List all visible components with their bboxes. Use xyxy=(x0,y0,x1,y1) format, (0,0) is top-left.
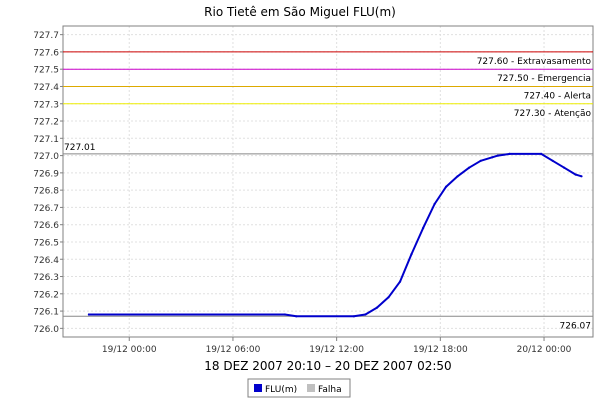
threshold-label: 727.60 - Extravasamento xyxy=(477,57,592,67)
y-tick-label: 726.6 xyxy=(33,221,59,231)
data-point xyxy=(375,306,379,309)
data-point xyxy=(387,296,390,299)
data-point xyxy=(491,156,494,159)
data-point xyxy=(445,185,448,188)
threshold-label: 727.30 - Atenção xyxy=(514,109,592,119)
data-point xyxy=(352,315,355,318)
x-tick-label: 19/12 18:00 xyxy=(413,345,468,355)
threshold-lines: 727.60 - Extravasamento 727.50 - Emergenc… xyxy=(63,51,593,119)
chart-title: Rio Tietê em São Miguel FLU(m) xyxy=(204,5,396,19)
y-tick-label: 727.0 xyxy=(33,152,59,162)
x-tick-label: 20/12 00:00 xyxy=(517,345,572,355)
legend-box xyxy=(247,378,351,398)
y-tick-label: 726.0 xyxy=(33,325,59,335)
reference-lines: 727.01 726.07 xyxy=(63,143,593,331)
x-tick-label: 19/12 06:00 xyxy=(206,345,261,355)
data-point xyxy=(433,202,436,206)
series-line xyxy=(88,152,582,318)
x-axis-ticks: 19/12 00:00 19/12 06:00 19/12 12:00 19/12 1… xyxy=(102,337,572,355)
y-tick-label: 726.4 xyxy=(33,256,59,266)
y-tick-label: 727.2 xyxy=(33,118,59,128)
data-point xyxy=(295,315,298,318)
legend-label: FLU(m) xyxy=(265,385,297,395)
threshold-label: 727.40 - Alerta xyxy=(524,91,591,101)
x-tick-label: 19/12 12:00 xyxy=(309,345,364,355)
reference-label: 727.01 xyxy=(64,143,96,153)
reference-label: 726.07 xyxy=(560,321,592,331)
legend-label: Falha xyxy=(318,385,342,395)
data-point xyxy=(563,166,566,169)
data-point xyxy=(540,152,543,155)
data-point xyxy=(422,227,425,230)
y-tick-label: 726.9 xyxy=(33,169,59,179)
series-layer xyxy=(87,152,583,318)
data-point xyxy=(479,159,482,162)
y-tick-label: 726.8 xyxy=(33,187,59,197)
data-point xyxy=(574,173,577,176)
threshold-label: 727.50 - Emergencia xyxy=(497,74,591,84)
legend: FLU(m) Falha xyxy=(247,378,351,398)
x-axis-label: 18 DEZ 2007 20:10 – 20 DEZ 2007 02:50 xyxy=(204,359,451,373)
data-point xyxy=(398,280,402,283)
y-tick-label: 726.1 xyxy=(33,308,59,318)
y-axis-ticks: 726.0 726.1 726.2 726.3 726.4 726.5 726.6 726.7… xyxy=(33,31,63,335)
y-tick-label: 727.4 xyxy=(33,83,59,93)
y-tick-label: 727.7 xyxy=(33,31,59,41)
y-tick-label: 727.3 xyxy=(33,100,59,110)
data-point xyxy=(364,313,367,316)
legend-swatch xyxy=(307,384,315,392)
data-point xyxy=(283,313,286,316)
data-point xyxy=(551,159,554,162)
plot-frame xyxy=(62,25,594,338)
data-point xyxy=(508,152,511,155)
y-tick-label: 727.1 xyxy=(33,135,59,145)
data-point xyxy=(468,166,471,169)
y-tick-label: 726.3 xyxy=(33,273,59,283)
data-point xyxy=(496,154,499,157)
grid xyxy=(63,26,593,337)
data-point xyxy=(580,175,583,178)
y-tick-label: 726.5 xyxy=(33,238,59,248)
data-point xyxy=(456,175,459,178)
data-point xyxy=(410,253,413,256)
data-point xyxy=(87,313,90,316)
y-tick-label: 727.5 xyxy=(33,66,59,76)
legend-swatch xyxy=(254,384,262,392)
y-tick-label: 726.7 xyxy=(33,204,59,214)
y-tick-label: 727.6 xyxy=(33,48,59,58)
y-tick-label: 726.2 xyxy=(33,290,59,300)
x-tick-label: 19/12 00:00 xyxy=(102,345,157,355)
